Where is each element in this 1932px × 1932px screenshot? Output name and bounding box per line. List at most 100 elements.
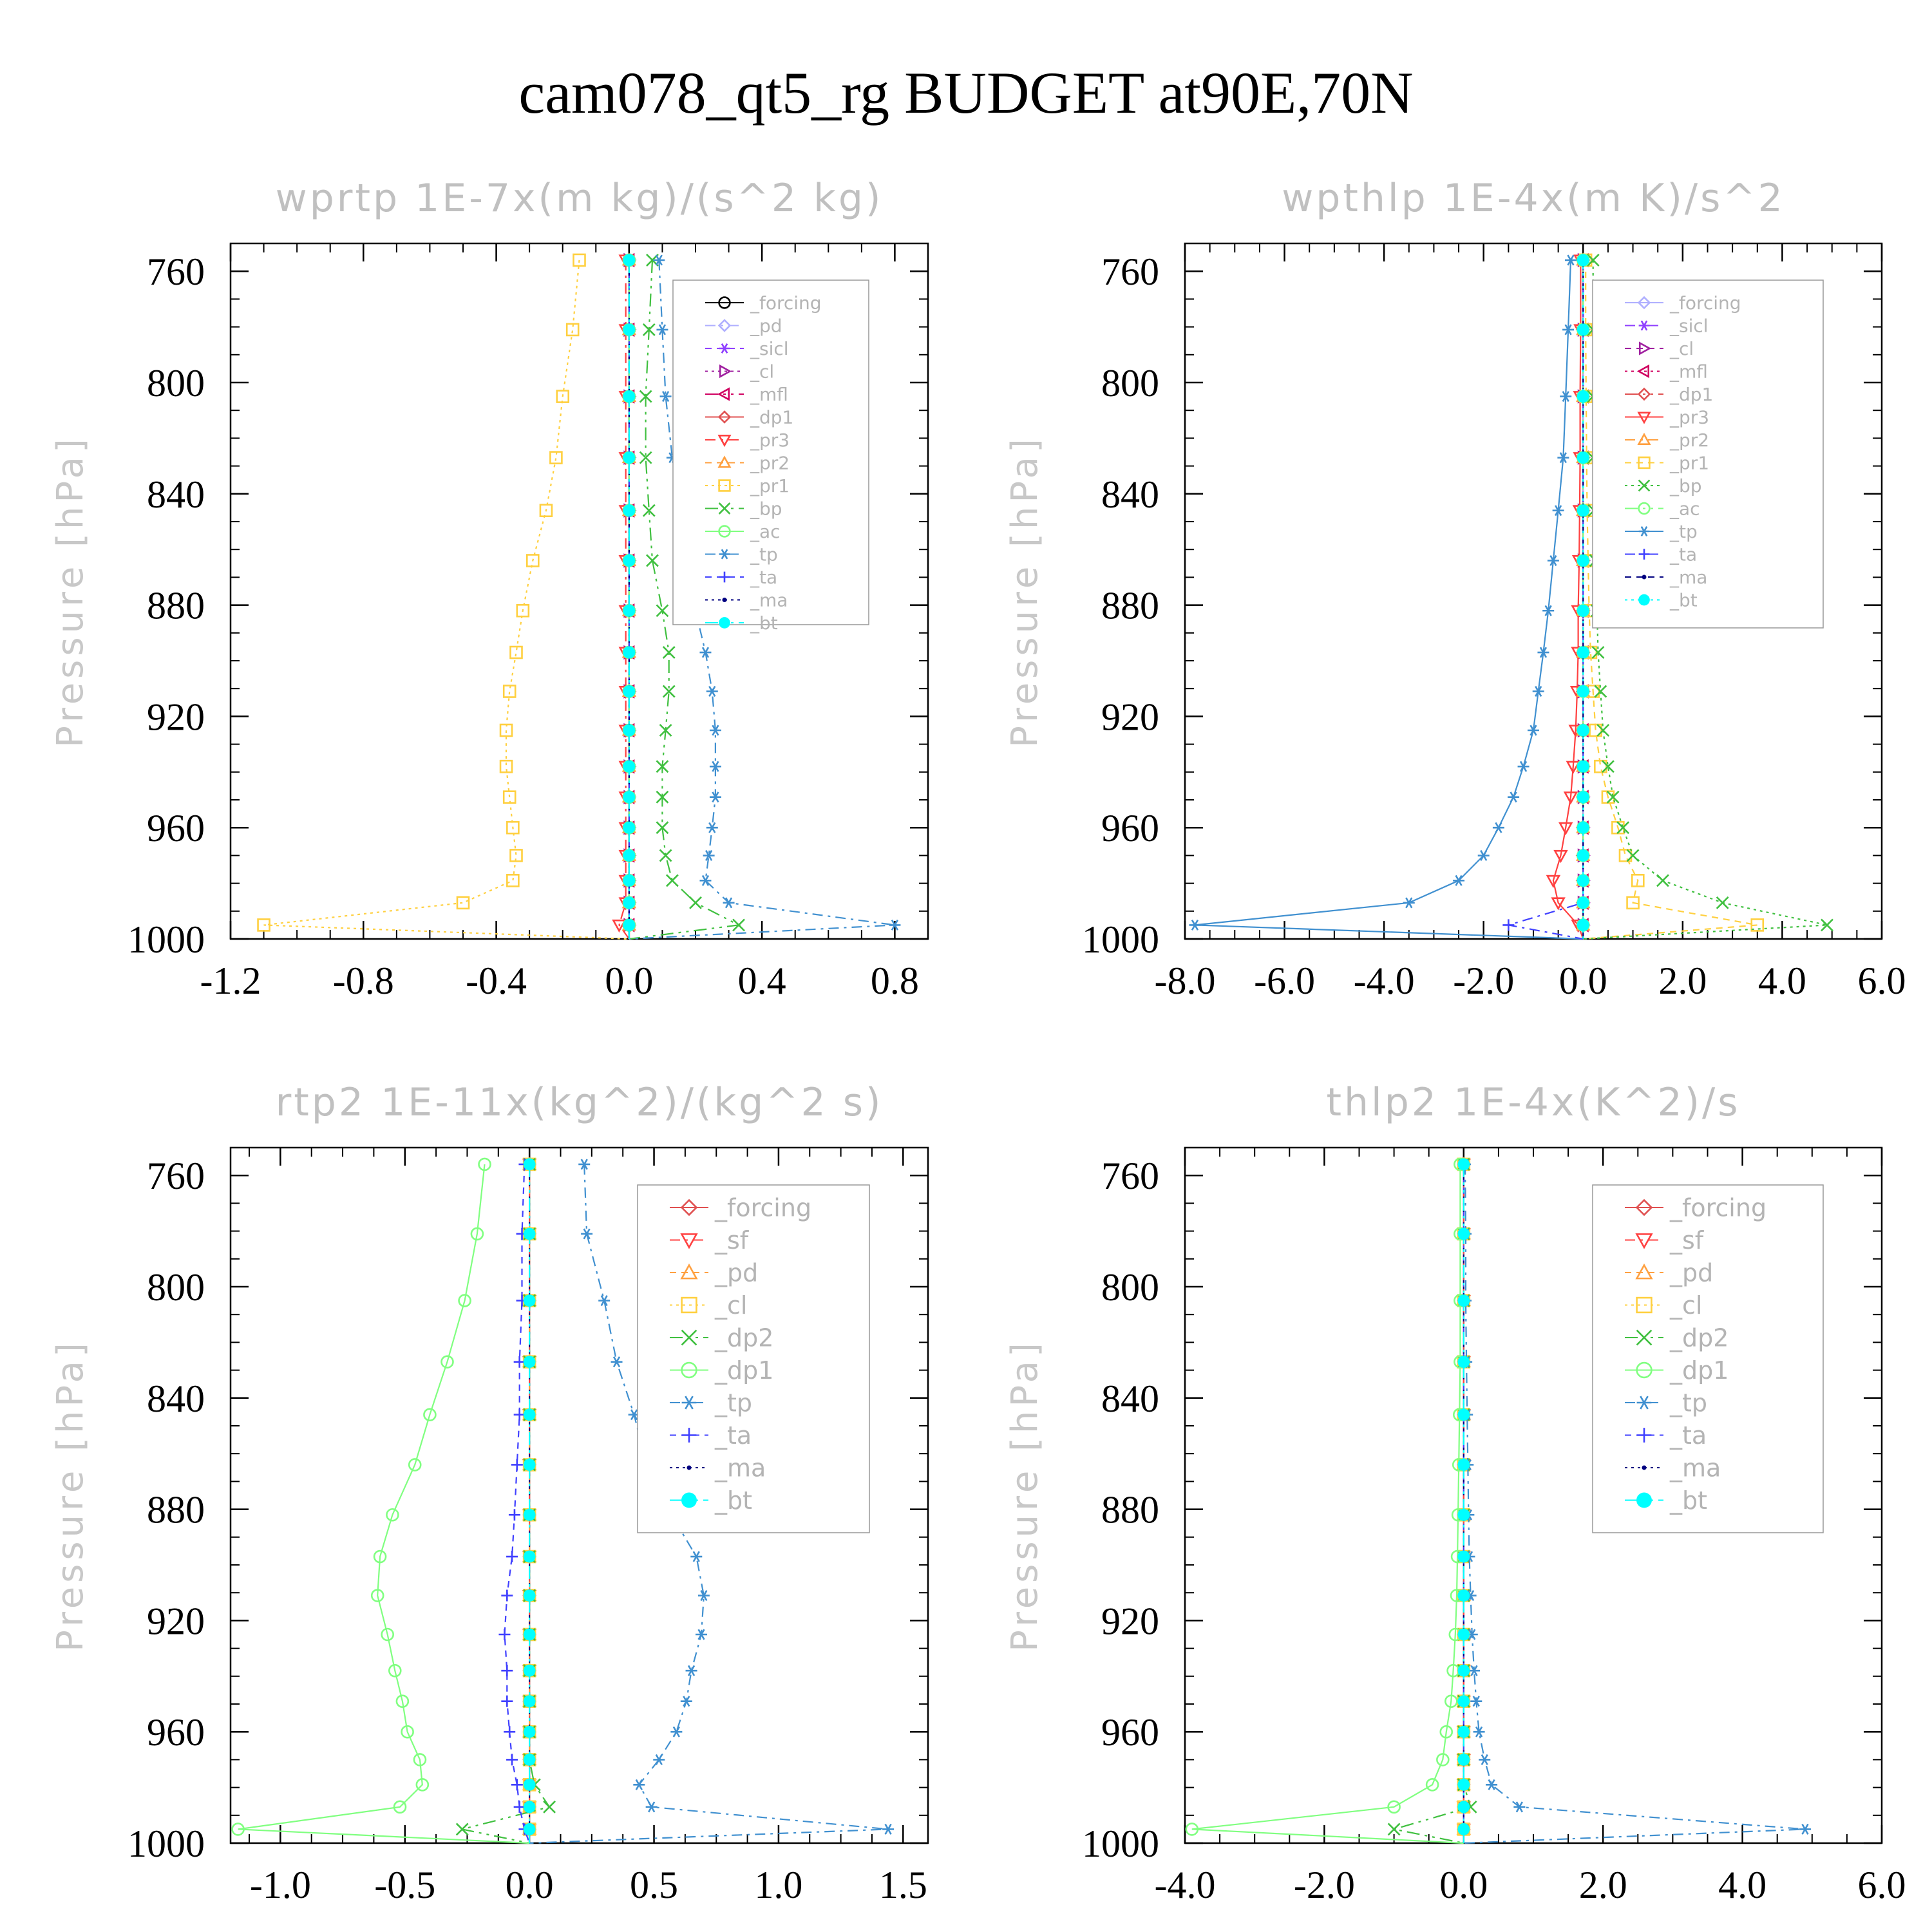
data-point [623, 791, 636, 804]
data-point [623, 724, 636, 737]
data-point [662, 646, 676, 659]
data-point [526, 554, 540, 567]
legend-box [1592, 1184, 1824, 1533]
legend-label: _ac [1669, 498, 1700, 519]
data-point [573, 253, 586, 267]
x-tick-label: -0.8 [333, 960, 394, 1002]
data-point [639, 390, 652, 403]
legend-label: _cl [714, 1291, 747, 1320]
data-point [659, 849, 672, 862]
data-point [1457, 1356, 1470, 1368]
y-axis-label: Pressure [hPa] [50, 1339, 91, 1652]
data-point [1577, 791, 1589, 804]
legend-label: _bt [714, 1486, 752, 1515]
legend-marker [1635, 1233, 1653, 1249]
data-point [501, 1665, 513, 1677]
legend-marker [1637, 432, 1651, 446]
y-axis-label: Pressure [hPa] [1004, 435, 1046, 748]
series-line [1195, 260, 1584, 940]
legend-marker [717, 387, 730, 401]
data-point [623, 390, 636, 403]
legend-marker [681, 1361, 697, 1379]
x-tick-label: 4.0 [1758, 960, 1806, 1002]
series-line [1463, 1164, 1806, 1844]
data-point [1542, 605, 1555, 616]
x-tick-label: 6.0 [1858, 960, 1906, 1002]
data-point [659, 724, 672, 737]
data-point [1577, 554, 1589, 567]
y-tick-label: 1000 [128, 1823, 205, 1865]
data-point [656, 604, 669, 618]
legend-label: _forcing [714, 1193, 811, 1222]
series-dp2 [455, 1158, 556, 1844]
legend-marker [718, 525, 731, 538]
data-point [623, 685, 636, 697]
data-point [523, 1294, 536, 1307]
data-point [1436, 1753, 1450, 1766]
legend-marker [681, 1492, 697, 1508]
y-tick-label: 760 [1101, 251, 1159, 293]
data-point [689, 896, 702, 909]
legend-marker [1636, 1396, 1652, 1410]
panel-title: rtp2 1E-11x(kg^2)/(kg^2 s) [276, 1080, 884, 1125]
x-tick-label: -4.0 [1155, 1864, 1216, 1906]
data-point [732, 918, 745, 932]
data-point [1457, 1664, 1470, 1677]
data-point [665, 874, 679, 887]
legend-marker [1638, 594, 1650, 606]
legend-label: _tp [1669, 1388, 1707, 1417]
legend-marker [718, 502, 731, 515]
legend-label: _ta [1669, 544, 1697, 565]
legend-marker [1638, 526, 1650, 536]
x-tick-label: -0.5 [374, 1864, 435, 1906]
y-tick-label: 800 [1101, 1266, 1159, 1309]
legend-marker [718, 296, 731, 309]
data-point [623, 849, 636, 862]
legend-label: _dp2 [1669, 1323, 1728, 1352]
data-point [523, 1408, 536, 1421]
x-tick-label: 0.5 [630, 1864, 678, 1906]
data-point [1577, 918, 1589, 931]
data-point [598, 1295, 611, 1307]
data-point [455, 1823, 469, 1836]
series-tp [529, 1159, 895, 1844]
data-point [1618, 849, 1633, 862]
data-point [1563, 791, 1578, 805]
data-point [1457, 1778, 1470, 1791]
data-point [511, 1779, 523, 1791]
data-point [1564, 254, 1577, 266]
series-tp [1189, 254, 1584, 940]
data-point [1444, 1694, 1458, 1708]
legend-label: _ma [1669, 1454, 1721, 1482]
legend-label: _tp [750, 544, 778, 565]
data-point [1553, 849, 1568, 864]
legend-box [672, 279, 869, 625]
series-line [618, 260, 630, 940]
data-point [413, 1753, 427, 1766]
data-point [501, 1589, 513, 1602]
data-point [516, 603, 530, 618]
data-point [709, 761, 721, 772]
data-point [623, 504, 636, 517]
data-point [1468, 1665, 1481, 1676]
series-line [529, 1164, 889, 1844]
y-tick-label: 960 [147, 807, 205, 849]
data-point [623, 646, 636, 659]
x-tick-label: 6.0 [1858, 1864, 1906, 1906]
legend-marker [719, 364, 732, 379]
data-point [662, 685, 676, 698]
data-point [1560, 391, 1572, 402]
data-point [882, 1823, 895, 1835]
y-axis-label: Pressure [hPa] [1004, 1339, 1046, 1652]
y-tick-label: 920 [147, 1600, 205, 1642]
data-point [1577, 254, 1589, 267]
legend-label: _ma [1669, 567, 1707, 588]
legend-marker [1638, 456, 1651, 469]
legend-marker [717, 319, 732, 332]
series-bt [523, 1158, 536, 1843]
legend-label: _bp [750, 498, 782, 519]
data-point [1473, 1726, 1485, 1738]
data-point [656, 821, 669, 835]
data-point [511, 1459, 523, 1471]
